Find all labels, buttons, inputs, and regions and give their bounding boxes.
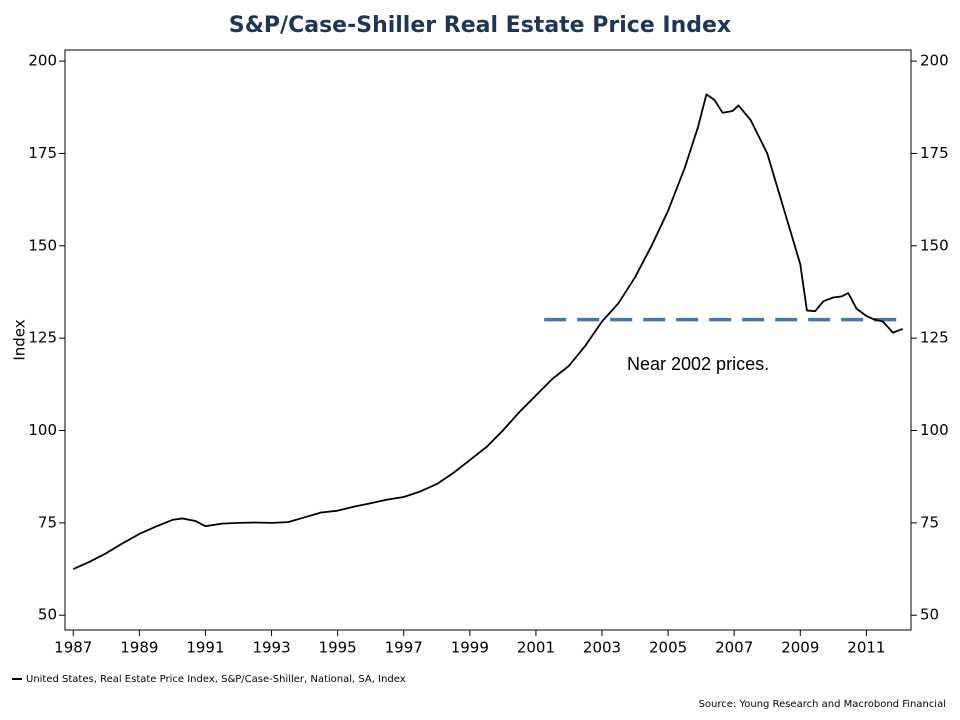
x-tick-label: 1993 (252, 639, 290, 657)
x-tick-label: 1991 (186, 639, 224, 657)
y-axis-label: Index (11, 319, 29, 360)
y-tick-label: 50 (38, 606, 57, 624)
x-tick-label: 1989 (120, 639, 158, 657)
x-tick-label: 2007 (715, 639, 753, 657)
series-line (72, 93, 904, 570)
annotation: Near 2002 prices. (627, 354, 769, 374)
y2-tick-label: 125 (920, 329, 949, 347)
x-tick-label: 1997 (385, 639, 423, 657)
x-tick-label: 2005 (649, 639, 687, 657)
legend-label: United States, Real Estate Price Index, … (26, 674, 406, 685)
chart-title: S&P/Case-Shiller Real Estate Price Index (229, 13, 731, 38)
x-tick-label: 1987 (54, 639, 92, 657)
x-tick-label: 2003 (583, 639, 621, 657)
x-tick-label: 1999 (451, 639, 489, 657)
x-tick-label: 2011 (847, 639, 885, 657)
plot-frame (64, 49, 912, 631)
y-tick-label: 150 (28, 236, 57, 254)
source: Source: Young Research and Macrobond Fin… (699, 699, 946, 710)
y-tick-label: 200 (28, 52, 57, 70)
y-tick-label: 75 (38, 513, 57, 531)
x-tick-label: 2001 (517, 639, 555, 657)
y2-tick-label: 100 (920, 421, 949, 439)
y-tick-label: 175 (28, 144, 57, 162)
y2-tick-label: 50 (920, 606, 939, 624)
y-tick-label: 100 (28, 421, 57, 439)
y2-tick-label: 75 (920, 513, 939, 531)
x-tick-label: 2009 (781, 639, 819, 657)
x-tick-label: 1995 (319, 639, 357, 657)
y2-tick-label: 200 (920, 52, 949, 70)
y2-tick-label: 150 (920, 236, 949, 254)
y2-tick-label: 175 (920, 144, 949, 162)
y-tick-label: 125 (28, 329, 57, 347)
